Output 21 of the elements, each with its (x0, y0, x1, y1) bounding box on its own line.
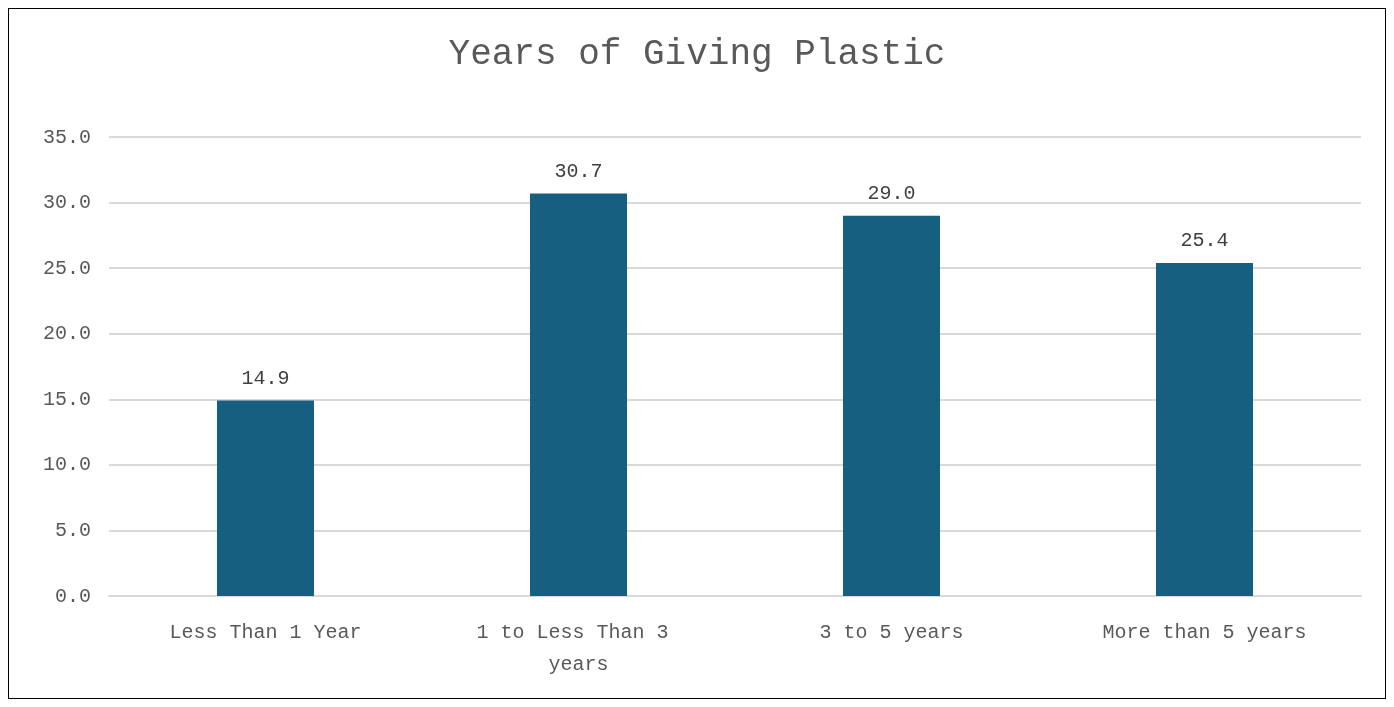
bar (1155, 262, 1254, 596)
y-tick-label: 35.0 (42, 125, 91, 149)
bar (842, 215, 941, 596)
data-label: 29.0 (867, 182, 916, 206)
x-tick-label: More than 5 years (1102, 620, 1307, 644)
x-tick-label: 1 to Less Than 3 years (476, 620, 681, 676)
y-tick-label: 30.0 (42, 191, 91, 215)
y-tick-label: 15.0 (42, 387, 91, 411)
y-tick-label: 25.0 (42, 256, 91, 280)
x-tick-label: 3 to 5 years (819, 620, 964, 644)
data-label: 25.4 (1180, 229, 1229, 253)
y-tick-label: 5.0 (54, 518, 91, 542)
bar (529, 193, 628, 596)
y-tick-label: 0.0 (54, 584, 91, 608)
data-label: 14.9 (241, 367, 290, 391)
x-tick-label: Less Than 1 Year (169, 620, 362, 644)
y-tick-label: 10.0 (42, 453, 91, 477)
chart-title: Years of Giving Plastic (448, 33, 946, 75)
y-tick-label: 20.0 (42, 322, 91, 346)
bar (216, 400, 315, 596)
data-label: 30.7 (554, 159, 603, 183)
